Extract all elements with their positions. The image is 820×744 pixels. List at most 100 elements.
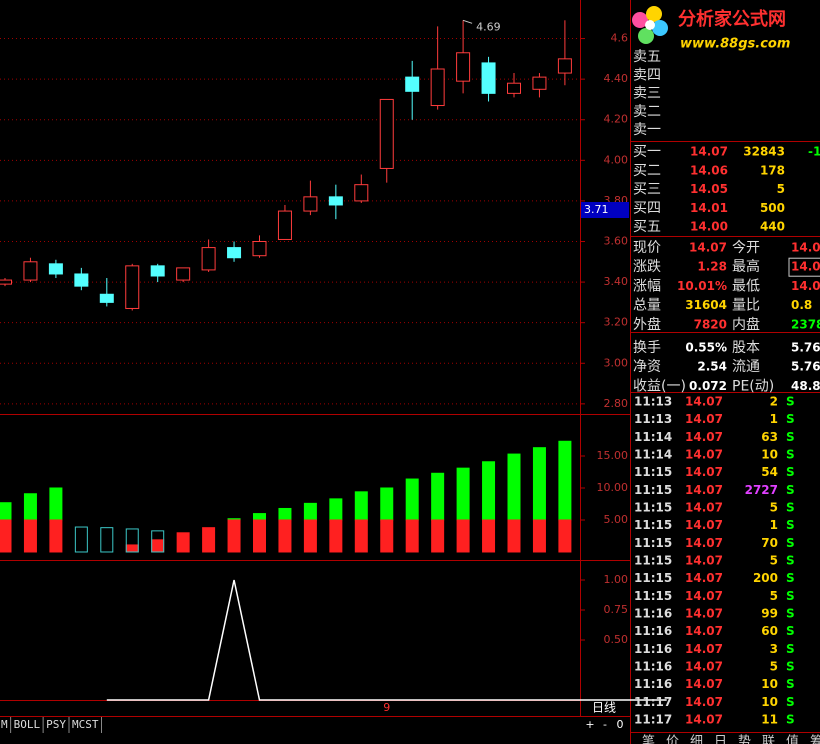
candle-body: [532, 76, 547, 90]
bottom-tab[interactable]: 笔: [642, 734, 655, 744]
trade-volume: 3: [770, 642, 778, 656]
bid-value: 14.06: [690, 163, 728, 177]
bar: [49, 519, 63, 553]
trade-time: 11:16: [634, 677, 672, 691]
candle-body: [176, 267, 191, 281]
annotation-pointer: [462, 19, 473, 24]
logo: 分析家公式网 www.88gs.com: [632, 6, 790, 52]
trade-side: S: [786, 607, 795, 621]
bid-value: 14.05: [690, 182, 728, 196]
bottom-tab[interactable]: 筹: [810, 734, 820, 744]
y-tick-label: 4.00: [604, 153, 629, 166]
logo-url: www.88gs.com: [680, 37, 790, 52]
bar: [329, 498, 343, 521]
trade-side: S: [786, 713, 795, 727]
bar: [23, 493, 37, 521]
bar: [278, 507, 292, 521]
bar: [558, 519, 572, 553]
trade-volume: 10: [761, 677, 778, 691]
trade-time: 11:16: [634, 624, 672, 638]
zoom-button[interactable]: -: [603, 718, 607, 731]
price-marker: 3.71: [584, 203, 609, 216]
bar: [354, 491, 368, 521]
zoom-button[interactable]: +: [585, 718, 594, 731]
trade-time: 11:14: [634, 448, 672, 462]
trade-side: S: [786, 571, 795, 585]
candle-body: [430, 68, 445, 107]
stat-value: 0.072: [689, 379, 727, 393]
bid-label: 买四: [633, 200, 661, 216]
candle-body: [0, 279, 12, 285]
trade-price: 14.07: [685, 589, 723, 603]
stat-label: 涨跌: [633, 259, 661, 275]
trade-volume: 200: [753, 571, 778, 585]
trade-time: 11:15: [634, 571, 672, 585]
trade-volume: 1: [770, 412, 778, 426]
bar: [380, 487, 394, 521]
trade-price: 14.07: [685, 624, 723, 638]
candle-body: [48, 263, 63, 275]
trade-time: 11:15: [634, 483, 672, 497]
bar: [431, 472, 445, 521]
bar: [74, 526, 88, 553]
bottom-tab[interactable]: 势: [738, 734, 751, 744]
candle-body: [125, 265, 140, 309]
stat-value: 48.8: [791, 379, 820, 393]
y-tick-label: 1.00: [604, 573, 629, 586]
ask-label: 卖三: [633, 86, 661, 102]
candle-body: [252, 241, 267, 257]
trade-volume: 99: [761, 607, 778, 621]
indicator-tab[interactable]: PSY: [46, 718, 66, 731]
logo-petal: [638, 28, 654, 44]
trade-time: 11:13: [634, 412, 672, 426]
trade-price: 14.07: [685, 483, 723, 497]
bottom-tab[interactable]: 价: [666, 735, 679, 744]
zoom-button[interactable]: 0: [617, 718, 624, 731]
indicator-tab[interactable]: MCST: [72, 718, 99, 731]
stat-label: 现价: [633, 240, 661, 256]
trade-price: 14.07: [685, 660, 723, 674]
bar: [253, 519, 266, 553]
candle-body: [23, 261, 38, 281]
bar: [507, 519, 521, 553]
trade-side: S: [786, 554, 795, 568]
bid-label: 买五: [633, 219, 661, 235]
stat-value: 14.0: [791, 241, 820, 255]
trade-price: 14.07: [685, 518, 723, 532]
candle-body: [379, 98, 394, 169]
trade-side: S: [786, 483, 795, 497]
bottom-tab[interactable]: 联: [762, 735, 775, 744]
bar: [253, 513, 266, 521]
candle-body: [74, 273, 89, 287]
trade-time: 11:17: [634, 713, 672, 727]
candle-body: [201, 247, 216, 271]
candle-body: [227, 247, 242, 259]
stat-label: 净资: [633, 359, 661, 375]
trade-time: 11:15: [634, 501, 672, 515]
bottom-tab[interactable]: 细: [690, 735, 703, 744]
trade-price: 14.07: [685, 448, 723, 462]
indicator-tab[interactable]: BOLL: [14, 718, 41, 731]
trade-price: 14.07: [685, 430, 723, 444]
trade-side: S: [786, 589, 795, 603]
stat-label: 涨幅: [633, 278, 661, 294]
bar: [456, 467, 470, 521]
stat-value: 14.0: [791, 279, 820, 293]
bid-value: 14.00: [690, 220, 728, 234]
bottom-tab[interactable]: 值: [786, 734, 799, 744]
y-tick-label: 4.40: [604, 72, 629, 85]
trade-volume: 10: [761, 448, 778, 462]
trade-side: S: [786, 642, 795, 656]
trade-side: S: [786, 695, 795, 709]
bar: [49, 487, 63, 521]
indicator-tab[interactable]: M: [1, 718, 8, 731]
trade-price: 14.07: [685, 412, 723, 426]
bid-value: 500: [760, 201, 785, 215]
candle-body: [354, 184, 369, 202]
bar: [558, 440, 572, 521]
stat-value: 10.01%: [677, 279, 727, 293]
trade-volume: 5: [770, 660, 778, 674]
bottom-tab[interactable]: 日: [714, 735, 727, 744]
